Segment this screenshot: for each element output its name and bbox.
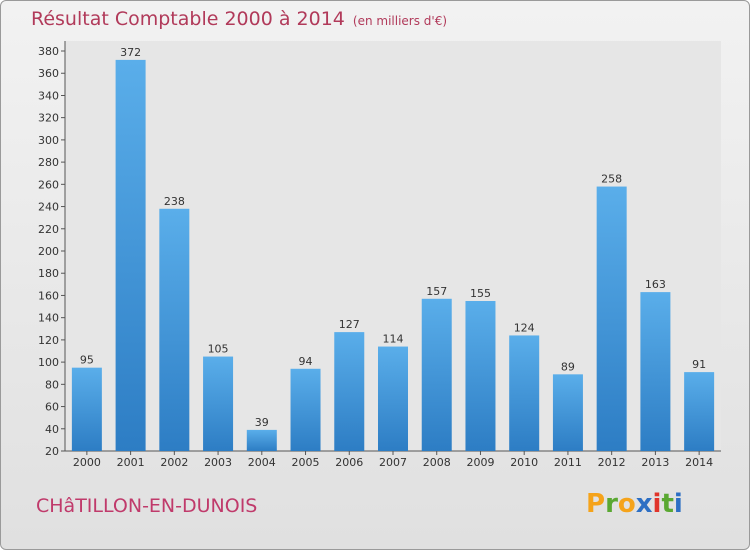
x-tick-label-2004: 2004 <box>248 456 276 469</box>
bar-2011 <box>552 374 583 451</box>
x-tick-label-2003: 2003 <box>204 456 232 469</box>
x-tick-label-2012: 2012 <box>598 456 626 469</box>
x-tick-label-2005: 2005 <box>292 456 320 469</box>
value-label-2004: 39 <box>255 416 269 429</box>
bar-2006 <box>334 332 365 451</box>
city-name: CHâTILLON-EN-DUNOIS <box>36 495 258 517</box>
bar-2012 <box>596 186 627 452</box>
y-tick-label: 140 <box>38 312 59 325</box>
value-label-2013: 163 <box>645 278 666 291</box>
y-tick-label: 200 <box>38 245 59 258</box>
bar-2003 <box>203 356 234 451</box>
y-tick-label: 60 <box>45 401 59 414</box>
value-label-2000: 95 <box>80 354 94 367</box>
proxiti-logo: Proxiti <box>586 489 683 519</box>
value-label-2011: 89 <box>561 360 575 373</box>
y-tick-label: 180 <box>38 267 59 280</box>
value-label-2014: 91 <box>692 358 706 371</box>
value-label-2008: 157 <box>426 285 447 298</box>
y-tick-label: 320 <box>38 112 59 125</box>
bar-2010 <box>509 335 540 451</box>
bar-2000 <box>71 367 102 451</box>
logo-letter: x <box>635 489 653 519</box>
value-label-2010: 124 <box>514 321 535 334</box>
y-tick-label: 380 <box>38 45 59 58</box>
value-label-2001: 372 <box>120 46 141 59</box>
chart-title: Résultat Comptable 2000 à 2014 (en millie… <box>31 8 447 30</box>
y-tick-label: 40 <box>45 423 59 436</box>
value-label-2006: 127 <box>339 318 360 331</box>
logo-letter: i <box>652 489 662 519</box>
value-label-2002: 238 <box>164 195 185 208</box>
bar-2001 <box>115 59 146 452</box>
chart-title-text: Résultat Comptable 2000 à 2014 <box>31 8 345 30</box>
bar-2009 <box>465 301 496 451</box>
logo-letter: o <box>617 489 636 519</box>
y-tick-label: 160 <box>38 289 59 302</box>
bar-2004 <box>246 429 277 451</box>
y-tick-label: 260 <box>38 178 59 191</box>
x-tick-label-2014: 2014 <box>685 456 713 469</box>
bar-2007 <box>378 346 408 451</box>
bar-2013 <box>640 292 671 451</box>
x-tick-label-2010: 2010 <box>510 456 538 469</box>
value-label-2005: 94 <box>299 355 313 368</box>
y-tick-label: 80 <box>45 378 59 391</box>
y-tick-label: 120 <box>38 334 59 347</box>
x-tick-label-2007: 2007 <box>379 456 407 469</box>
value-label-2012: 258 <box>601 173 622 186</box>
x-tick-label-2006: 2006 <box>335 456 363 469</box>
logo-letter: P <box>586 489 606 519</box>
y-tick-label: 100 <box>38 356 59 369</box>
bar-2005 <box>290 368 321 451</box>
bar-2008 <box>421 298 452 451</box>
x-tick-label-2001: 2001 <box>117 456 145 469</box>
value-label-2007: 114 <box>383 333 404 346</box>
bar-2002 <box>159 208 190 451</box>
logo-letter: t <box>661 489 674 519</box>
y-tick-label: 220 <box>38 223 59 236</box>
value-label-2003: 105 <box>208 343 229 356</box>
bar-2014 <box>684 372 715 451</box>
x-tick-label-2013: 2013 <box>641 456 669 469</box>
x-tick-label-2008: 2008 <box>423 456 451 469</box>
logo-letter: r <box>605 489 618 519</box>
value-label-2009: 155 <box>470 287 491 300</box>
x-tick-label-2011: 2011 <box>554 456 582 469</box>
y-tick-label: 240 <box>38 201 59 214</box>
logo-letter: i <box>673 489 683 519</box>
x-tick-label-2002: 2002 <box>160 456 188 469</box>
y-tick-label: 300 <box>38 134 59 147</box>
x-tick-label-2000: 2000 <box>73 456 101 469</box>
y-tick-label: 20 <box>45 445 59 458</box>
y-tick-label: 340 <box>38 89 59 102</box>
unit-note: (en milliers d'€) <box>352 14 448 28</box>
y-tick-label: 360 <box>38 67 59 80</box>
x-tick-label-2009: 2009 <box>466 456 494 469</box>
y-tick-label: 280 <box>38 156 59 169</box>
